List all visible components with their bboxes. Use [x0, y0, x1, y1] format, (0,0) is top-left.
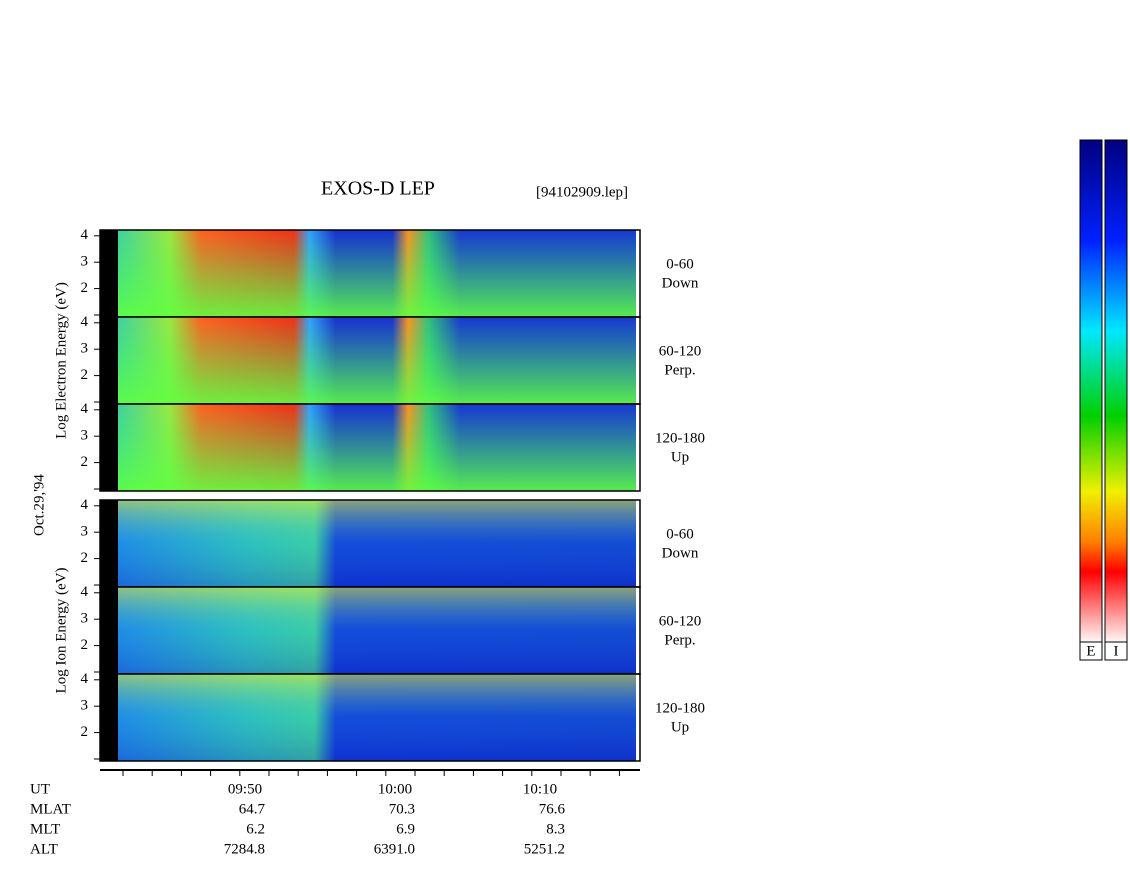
time-gap: [100, 674, 118, 761]
y-tick-label: 4: [81, 497, 89, 513]
colorbar-label: E: [1086, 643, 1095, 659]
orbit-value: 76.6: [539, 801, 566, 817]
spectrogram-shade: [118, 587, 636, 674]
y-tick-label: 4: [81, 227, 89, 243]
y-tick-label: 2: [81, 637, 89, 653]
orbit-label: ALT: [30, 841, 58, 857]
y-tick-label: 3: [81, 254, 89, 270]
time-tick-label: 10:00: [378, 781, 412, 797]
colorbar: [1079, 139, 1103, 643]
y-tick-label: 3: [81, 611, 89, 627]
direction: Perp.: [664, 362, 695, 378]
spectrogram-shade: [118, 317, 636, 404]
orbit-value: 7284.8: [224, 841, 265, 857]
pitch-angle: 120-180: [655, 430, 705, 446]
y-tick-label: 4: [81, 314, 89, 330]
orbit-value: 64.7: [239, 801, 266, 817]
spectrogram-shade: [118, 404, 636, 491]
time-tick-label: 09:50: [228, 781, 262, 797]
pitch-angle: 0-60: [666, 256, 694, 272]
panel-frame: [99, 403, 641, 492]
y-axis-label: Log Electron Energy (eV): [53, 282, 69, 439]
y-tick-label: 3: [81, 698, 89, 714]
direction: Down: [662, 545, 699, 561]
direction: Up: [671, 449, 689, 465]
direction: Down: [662, 275, 699, 291]
colorbar: [1104, 139, 1128, 643]
pitch-angle: 120-180: [655, 700, 705, 716]
colorbar-label: I: [1114, 643, 1119, 659]
direction: Perp.: [664, 632, 695, 648]
y-tick-label: 3: [81, 428, 89, 444]
pitch-angle: 60-120: [659, 343, 702, 359]
orbit-label: MLAT: [30, 801, 71, 817]
orbit-value: 70.3: [389, 801, 415, 817]
y-tick-label: 3: [81, 341, 89, 357]
title: EXOS-D LEP: [321, 178, 435, 200]
y-tick-label: 4: [81, 671, 89, 687]
pitch-angle: 0-60: [666, 526, 694, 542]
y-tick-label: 3: [81, 524, 89, 540]
y-tick-label: 4: [81, 401, 89, 417]
orbit-label: MLT: [30, 821, 60, 837]
orbit-value: 8.3: [546, 821, 565, 837]
file-name: [94102909.lep]: [536, 184, 628, 200]
time-tick-label: 10:10: [523, 781, 557, 797]
y-tick-label: 2: [81, 550, 89, 566]
orbit-value: 6.2: [246, 821, 265, 837]
date: Oct.29,'94: [31, 474, 47, 536]
orbit-label: UT: [30, 781, 50, 797]
time-gap: [100, 404, 118, 491]
colorbar-label-box: [1079, 641, 1103, 661]
colorbar-label-box: [1104, 641, 1128, 661]
y-tick-label: 2: [81, 724, 89, 740]
direction: Up: [671, 719, 689, 735]
time-gap: [100, 317, 118, 404]
y-tick-label: 4: [81, 584, 89, 600]
y-tick-label: 2: [81, 280, 89, 296]
time-gap: [100, 230, 118, 317]
spectrogram-shade: [118, 500, 636, 587]
y-axis-label: Log Ion Energy (eV): [53, 568, 69, 694]
panel-frame: [99, 673, 641, 762]
orbit-value: 6.9: [396, 821, 415, 837]
y-tick-label: 2: [81, 367, 89, 383]
time-gap: [100, 587, 118, 674]
spectrogram-shade: [118, 674, 636, 761]
spectrogram-shade: [118, 230, 636, 317]
pitch-angle: 60-120: [659, 613, 702, 629]
y-tick-label: 2: [81, 454, 89, 470]
time-gap: [100, 500, 118, 587]
orbit-value: 5251.2: [524, 841, 565, 857]
orbit-value: 6391.0: [374, 841, 415, 857]
